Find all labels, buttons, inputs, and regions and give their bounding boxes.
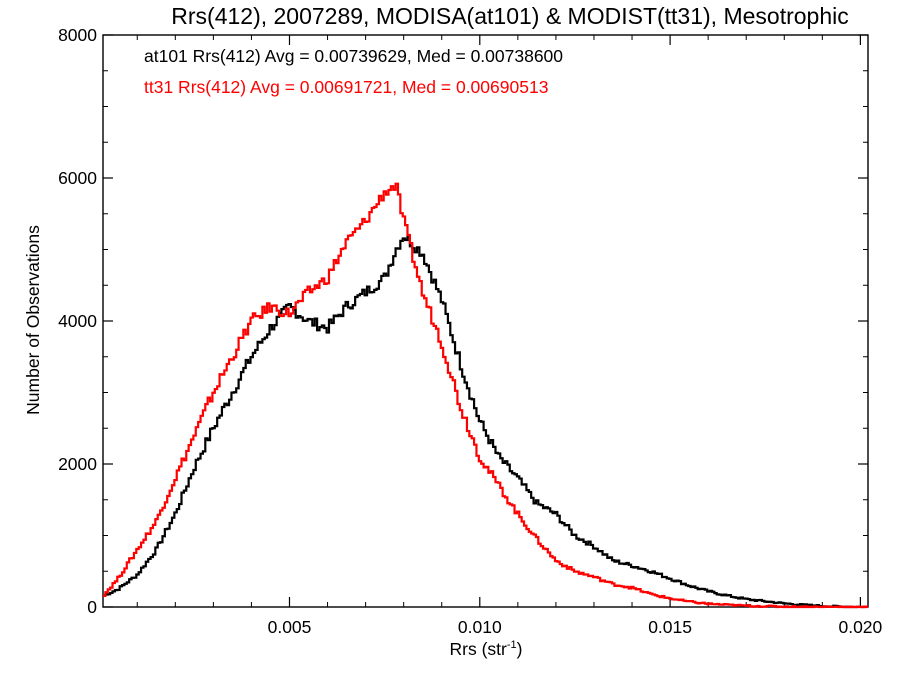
y-tick-label: 4000 — [58, 311, 97, 331]
annotation-tt31: tt31 Rrs(412) Avg = 0.00691721, Med = 0.… — [144, 77, 548, 97]
y-tick-label: 8000 — [58, 25, 97, 45]
x-tick-label: 0.010 — [458, 617, 502, 637]
x-tick-label: 0.015 — [648, 617, 692, 637]
x-tick-label: 0.005 — [268, 617, 312, 637]
series-tt31-line — [103, 182, 868, 609]
series-layer — [103, 182, 868, 609]
y-axis: 0 2000 4000 6000 8000 — [58, 25, 868, 617]
series-at101-line — [103, 235, 868, 609]
annotation-at101: at101 Rrs(412) Avg = 0.00739629, Med = 0… — [144, 46, 563, 66]
y-axis-label: Number of Observations — [23, 225, 43, 415]
x-axis: 0.005 0.010 0.015 0.020 — [136, 35, 883, 637]
y-tick-label: 6000 — [58, 168, 97, 188]
x-tick-label: 0.020 — [838, 617, 882, 637]
y-tick-label: 2000 — [58, 454, 97, 474]
x-axis-label: Rrs (str-1) — [450, 639, 523, 659]
plot-frame — [102, 34, 869, 608]
y-tick-label: 0 — [87, 597, 97, 617]
chart-title: Rrs(412), 2007289, MODISA(at101) & MODIS… — [171, 3, 848, 29]
